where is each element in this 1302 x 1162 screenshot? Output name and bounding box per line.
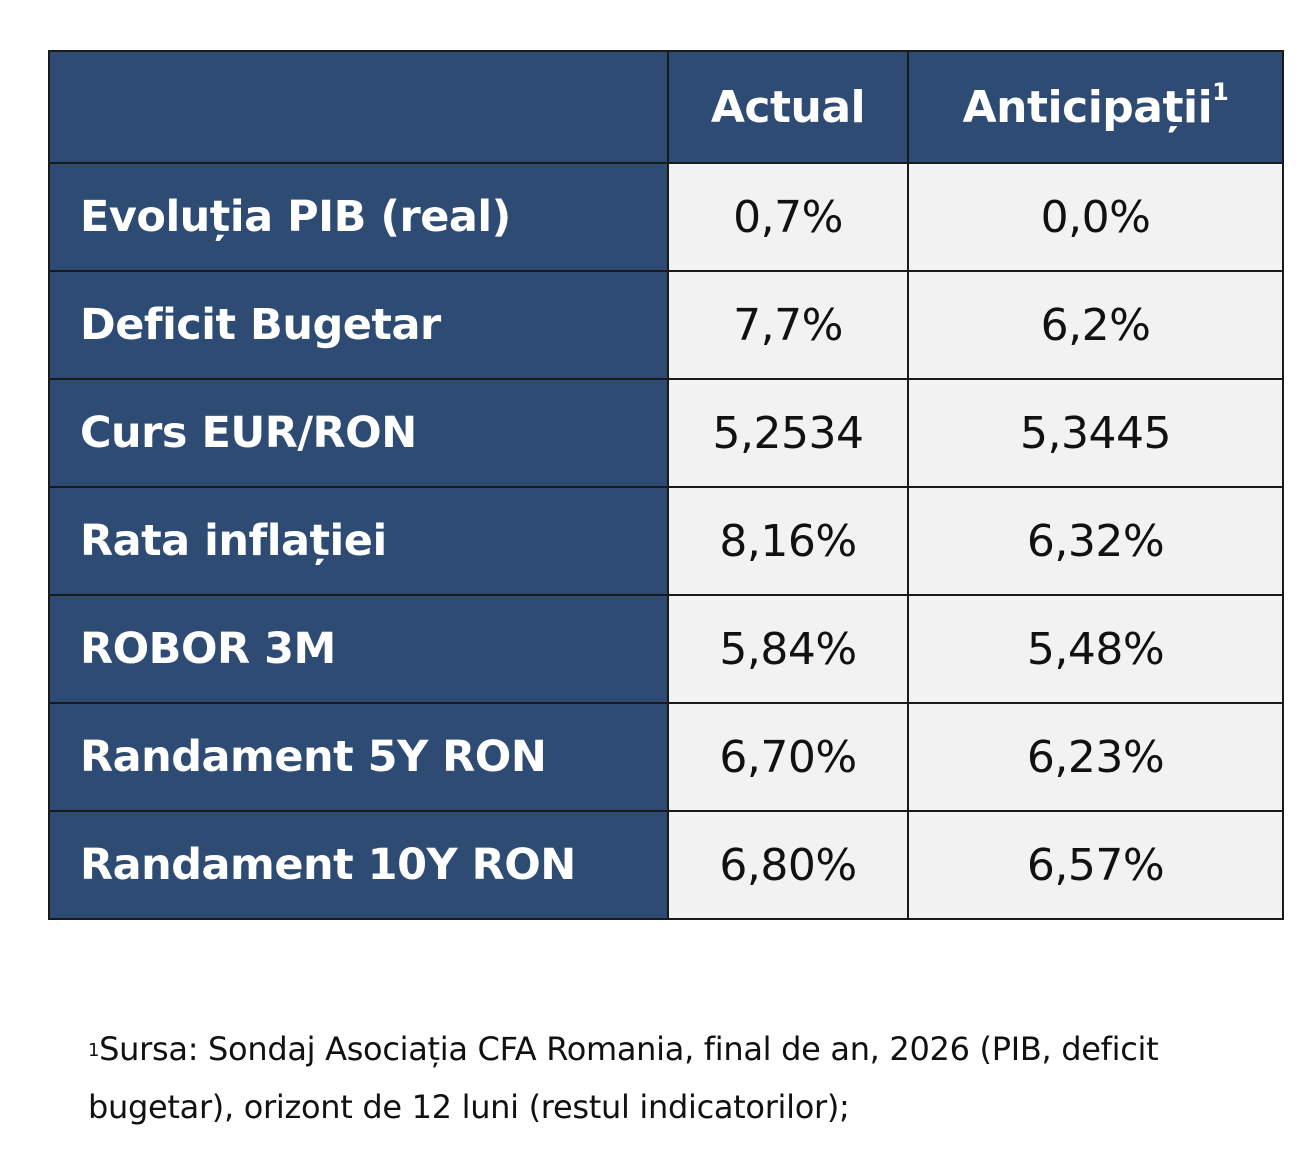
header-anticipatii-label: Anticipații <box>962 81 1213 133</box>
anticipated-value: 0,0% <box>907 162 1284 272</box>
anticipated-value: 5,48% <box>907 594 1284 704</box>
header-corner-cell <box>48 50 669 164</box>
indicators-table-container: Actual Anticipații1 Evoluția PIB (real) … <box>48 50 1284 920</box>
actual-value: 6,70% <box>667 702 909 812</box>
anticipated-value: 6,57% <box>907 810 1284 920</box>
header-anticipatii: Anticipații1 <box>907 50 1284 164</box>
table-row: Deficit Bugetar 7,7% 6,2% <box>48 270 1284 380</box>
anticipated-value: 6,23% <box>907 702 1284 812</box>
table-row: Curs EUR/RON 5,2534 5,3445 <box>48 378 1284 488</box>
table-row: Rata inflației 8,16% 6,32% <box>48 486 1284 596</box>
footnote-marker: 1 <box>88 1040 100 1061</box>
table-row: Randament 10Y RON 6,80% 6,57% <box>48 810 1284 920</box>
actual-value: 0,7% <box>667 162 909 272</box>
indicators-table: Actual Anticipații1 Evoluția PIB (real) … <box>48 50 1284 920</box>
anticipated-value: 6,2% <box>907 270 1284 380</box>
actual-value: 8,16% <box>667 486 909 596</box>
actual-value: 5,84% <box>667 594 909 704</box>
actual-value: 5,2534 <box>667 378 909 488</box>
header-footnote-marker: 1 <box>1212 77 1229 106</box>
anticipated-value: 6,32% <box>907 486 1284 596</box>
row-label: ROBOR 3M <box>48 594 669 704</box>
anticipated-value: 5,3445 <box>907 378 1284 488</box>
table-row: Randament 5Y RON 6,70% 6,23% <box>48 702 1284 812</box>
header-actual: Actual <box>667 50 909 164</box>
row-label: Randament 5Y RON <box>48 702 669 812</box>
table-row: ROBOR 3M 5,84% 5,48% <box>48 594 1284 704</box>
row-label: Deficit Bugetar <box>48 270 669 380</box>
actual-value: 6,80% <box>667 810 909 920</box>
footnote-text: Sursa: Sondaj Asociația CFA Romania, fin… <box>88 1030 1159 1126</box>
source-footnote: 1Sursa: Sondaj Asociația CFA Romania, fi… <box>88 1020 1268 1136</box>
table-header-row: Actual Anticipații1 <box>48 50 1284 164</box>
actual-value: 7,7% <box>667 270 909 380</box>
row-label: Randament 10Y RON <box>48 810 669 920</box>
row-label: Rata inflației <box>48 486 669 596</box>
table-row: Evoluția PIB (real) 0,7% 0,0% <box>48 162 1284 272</box>
row-label: Evoluția PIB (real) <box>48 162 669 272</box>
row-label: Curs EUR/RON <box>48 378 669 488</box>
